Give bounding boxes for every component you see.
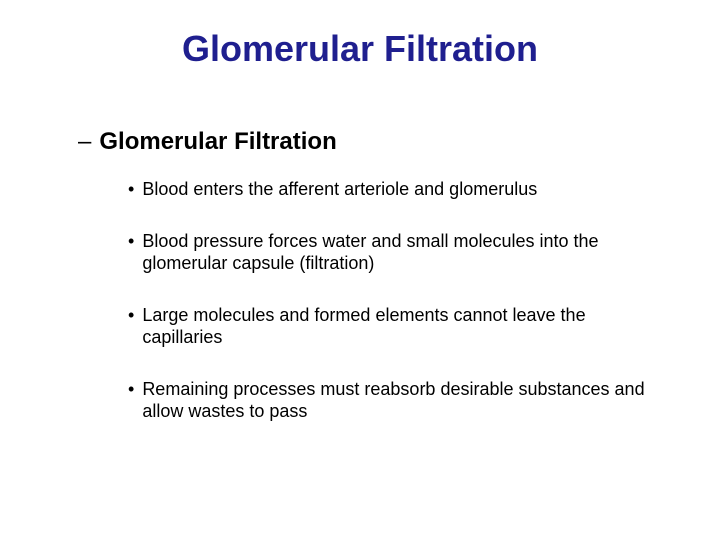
bullet-text: Large molecules and formed elements cann… <box>142 304 662 348</box>
list-item: • Large molecules and formed elements ca… <box>128 304 670 348</box>
subheading-text: Glomerular Filtration <box>99 128 336 156</box>
list-item: • Remaining processes must reabsorb desi… <box>128 378 670 422</box>
slide: Glomerular Filtration – Glomerular Filtr… <box>0 0 720 540</box>
bullet-list: • Blood enters the afferent arteriole an… <box>128 178 670 422</box>
bullet-text: Remaining processes must reabsorb desira… <box>142 378 662 422</box>
subheading-row: – Glomerular Filtration <box>78 128 670 156</box>
list-item: • Blood enters the afferent arteriole an… <box>128 178 670 200</box>
dash-marker: – <box>78 128 91 156</box>
bullet-text: Blood pressure forces water and small mo… <box>142 230 662 274</box>
page-title: Glomerular Filtration <box>50 28 670 70</box>
bullet-text: Blood enters the afferent arteriole and … <box>142 178 537 200</box>
bullet-marker: • <box>128 378 134 400</box>
bullet-marker: • <box>128 230 134 252</box>
list-item: • Blood pressure forces water and small … <box>128 230 670 274</box>
bullet-marker: • <box>128 178 134 200</box>
bullet-marker: • <box>128 304 134 326</box>
